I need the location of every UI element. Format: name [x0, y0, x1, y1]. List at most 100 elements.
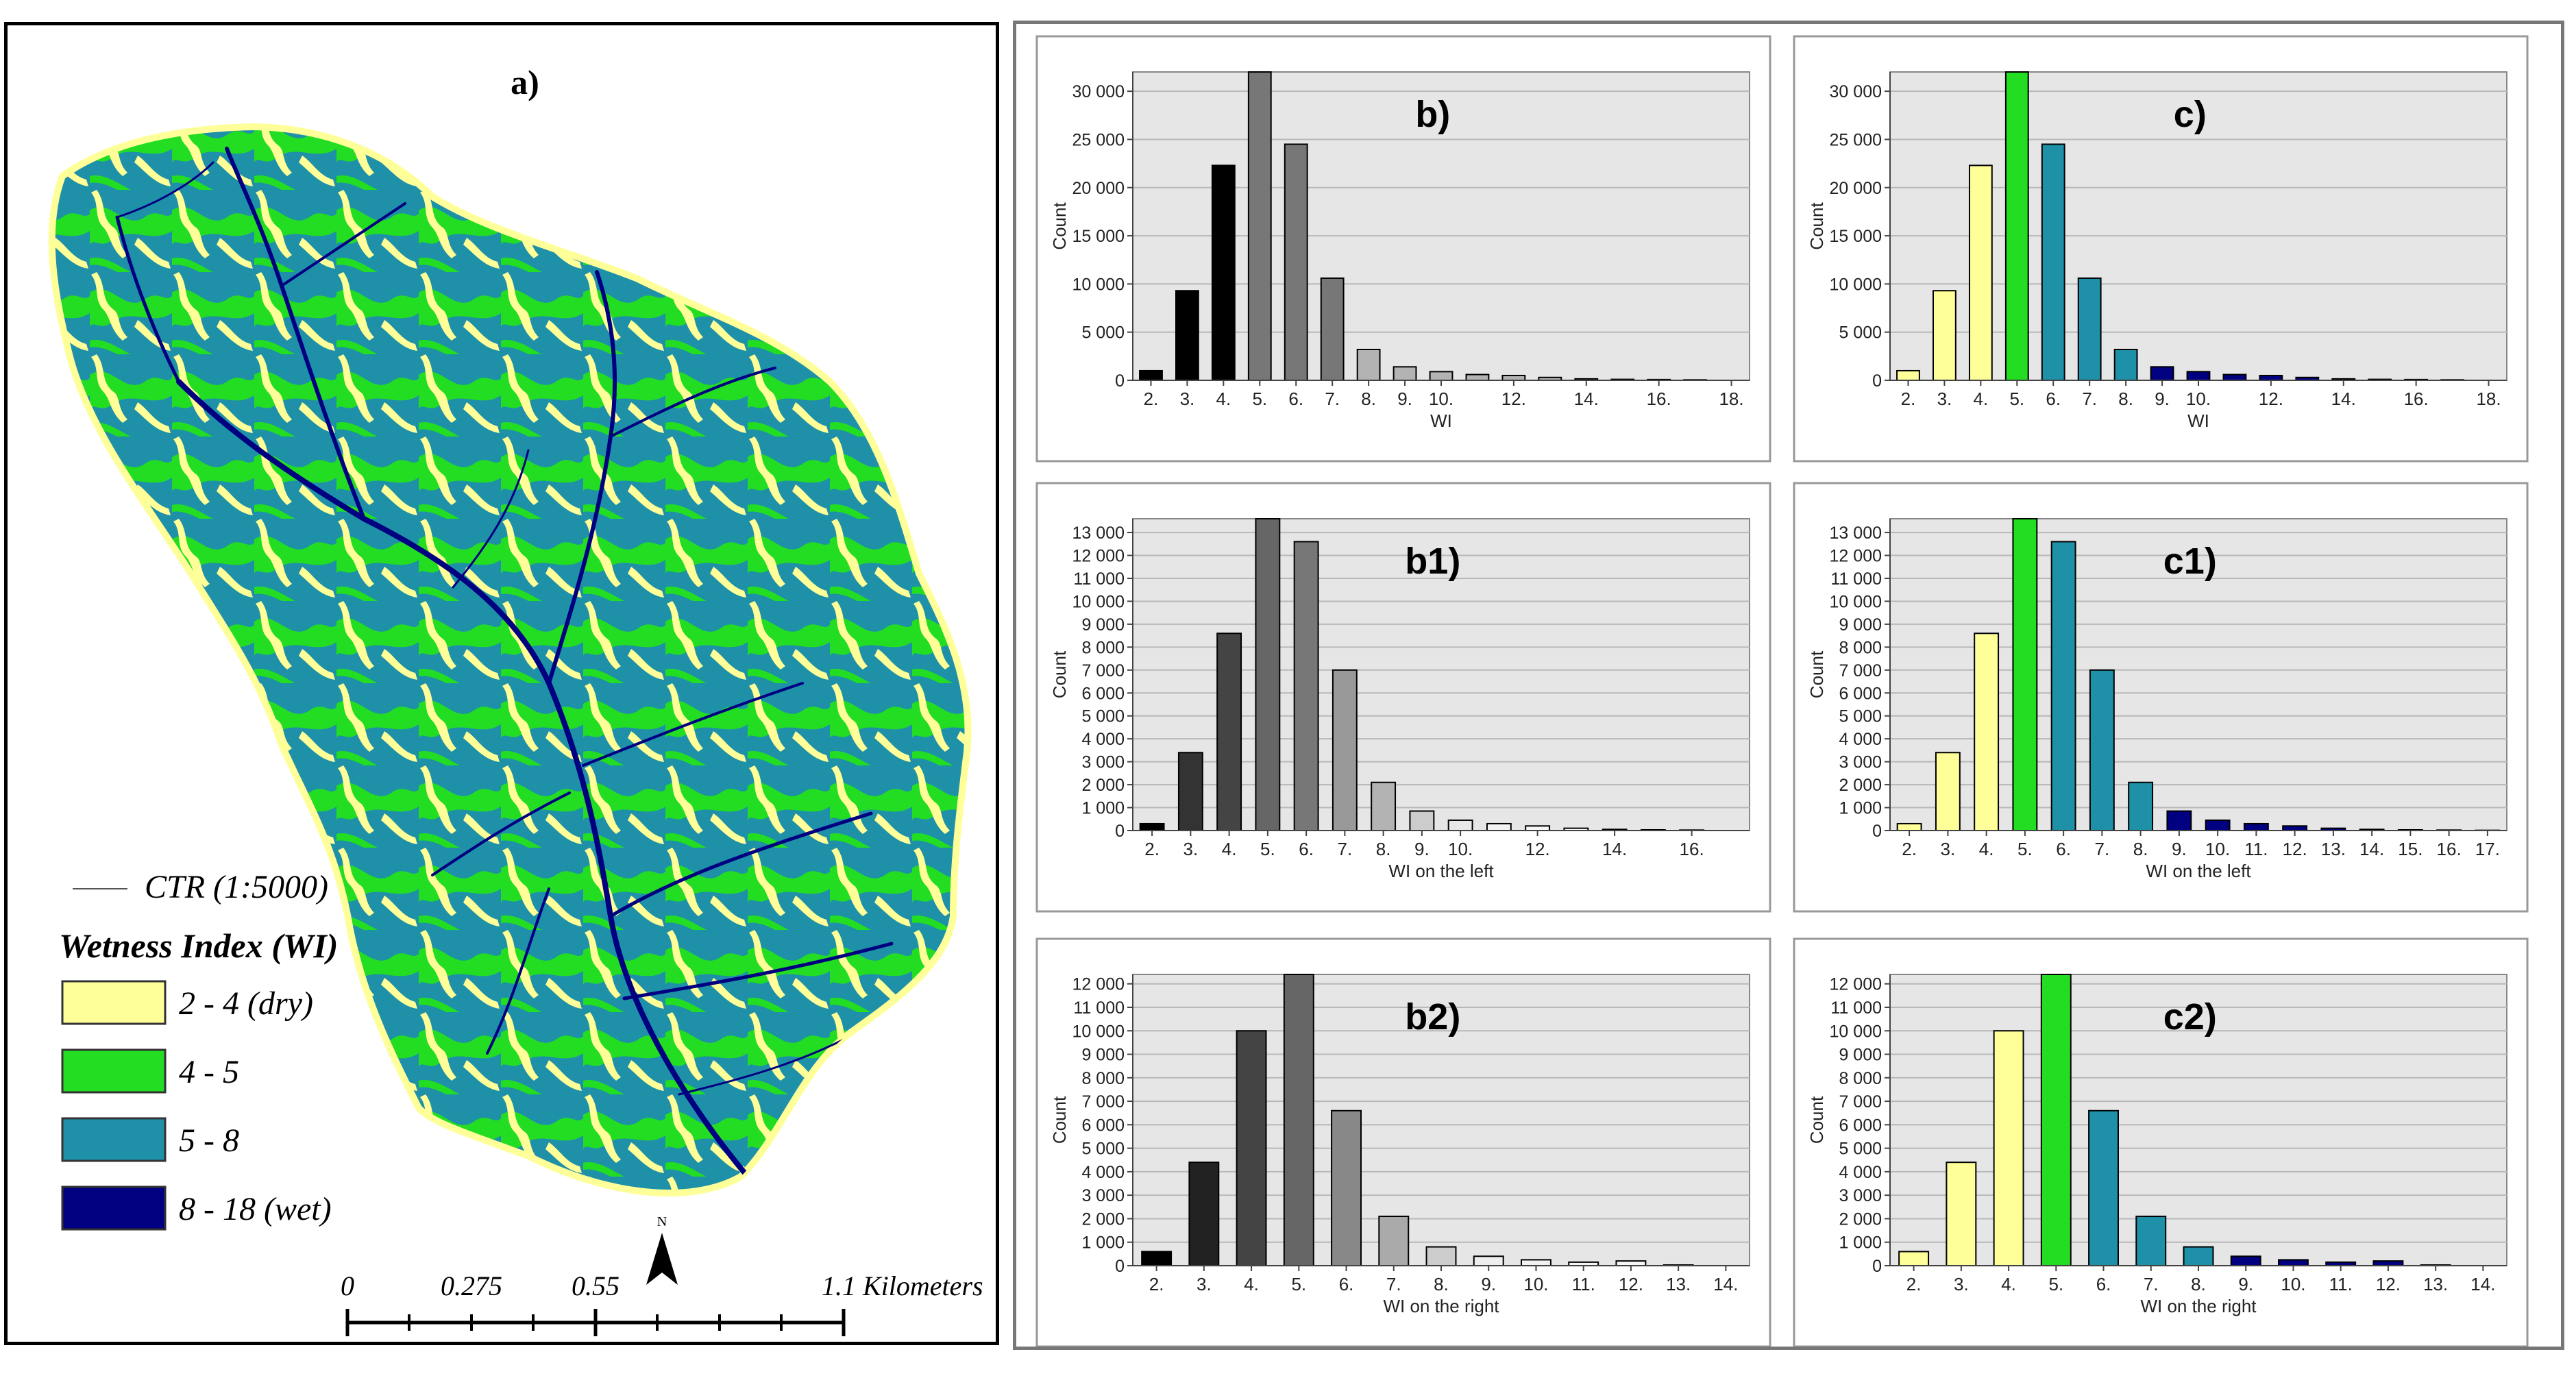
- bar-wi-5: [1247, 71, 1272, 381]
- north-arrow-icon: [646, 1233, 678, 1285]
- x-tick-label: 9.: [1414, 839, 1430, 859]
- bar-wi-12: [1615, 1260, 1647, 1266]
- y-tick-label: 8 000: [1839, 1069, 1882, 1088]
- x-tick-label: 3.: [1180, 389, 1195, 409]
- y-tick-label: 11 000: [1830, 569, 1882, 589]
- bar-wi-10: [2205, 819, 2231, 831]
- bar-wi-12: [2372, 1260, 2404, 1266]
- bar-wi-4: [1236, 1030, 1267, 1266]
- y-tick-label: 25 000: [1830, 130, 1882, 149]
- histograms-panel: 0 5 000 10 000 15 000 20 000 25 000 30 000 2. 3.…: [1013, 21, 2564, 1350]
- x-tick-label: 12.: [1619, 1274, 1643, 1294]
- y-tick-label: 6 000: [1839, 1116, 1882, 1135]
- x-tick-label: 12.: [2283, 839, 2307, 859]
- y-tick-label: 13 000: [1830, 524, 1882, 543]
- x-tick-label: 14.: [1713, 1274, 1738, 1294]
- panel-label: b1): [1405, 541, 1460, 582]
- x-tick-label: 13.: [2321, 839, 2346, 859]
- bar-wi-10: [1447, 819, 1473, 831]
- bar-wi-7: [2135, 1216, 2167, 1266]
- x-tick-label: 10.: [1448, 839, 1473, 859]
- bar-wi-8: [1425, 1246, 1457, 1267]
- x-tick-label: 2.: [1144, 839, 1160, 859]
- y-tick-label: 5 000: [1839, 1140, 1882, 1159]
- bar-wi-6: [1293, 541, 1319, 831]
- y-tick-label: 30 000: [1072, 82, 1125, 101]
- x-tick-label: 9.: [1397, 389, 1412, 409]
- histogram-b1: 0 1 000 2 000 3 000 4 000 5 000 6 000 7 000 8 00…: [1035, 482, 1771, 913]
- north-label: N: [657, 1214, 667, 1229]
- wi-legend: 2 - 4 (dry) 4 - 5 5 - 8 8 - 18 (wet): [61, 980, 332, 1231]
- y-tick-label: 0: [1872, 822, 1882, 841]
- histogram-b2: 0 1 000 2 000 3 000 4 000 5 000 6 000 7 000 8 00…: [1035, 937, 1771, 1348]
- bar-wi-3: [1933, 290, 1956, 381]
- y-tick-label: 9 000: [1081, 1046, 1125, 1065]
- x-tick-label: 4.: [1974, 389, 1989, 409]
- bar-wi-11: [1465, 373, 1490, 381]
- bar-wi-5: [1255, 518, 1281, 831]
- x-tick-label: 2.: [1901, 389, 1916, 409]
- panel-label: c2): [2163, 996, 2217, 1037]
- y-tick-label: 9 000: [1839, 615, 1882, 635]
- bar-wi-2: [1141, 1251, 1173, 1266]
- y-tick-label: 5 000: [1081, 707, 1125, 726]
- legend-title: Wetness Index (WI): [59, 926, 338, 965]
- x-tick-label: 4.: [1216, 389, 1231, 409]
- x-tick-label: 13.: [1666, 1274, 1691, 1294]
- y-tick-label: 5 000: [1839, 707, 1882, 726]
- x-tick-label: 8.: [2191, 1274, 2206, 1294]
- x-tick-label: 16.: [2404, 389, 2429, 409]
- y-axis-label: Count: [1806, 650, 1827, 698]
- bar-wi-9: [2230, 1255, 2261, 1266]
- bar-wi-8: [2113, 349, 2138, 381]
- bar-wi-6: [2050, 541, 2076, 831]
- x-tick-label: 2.: [1144, 389, 1159, 409]
- x-tick-label: 9.: [2155, 389, 2170, 409]
- x-tick-label: 14.: [2359, 839, 2384, 859]
- y-tick-label: 6 000: [1839, 684, 1882, 703]
- bar-wi-3: [1188, 1162, 1220, 1267]
- histogram-c1: 0 1 000 2 000 3 000 4 000 5 000 6 000 7 000 8 00…: [1793, 482, 2529, 913]
- y-tick-label: 30 000: [1830, 82, 1882, 101]
- bar-wi-2: [1898, 1251, 1930, 1266]
- bar-wi-7: [2077, 277, 2102, 381]
- bar-wi-3: [1946, 1162, 1977, 1267]
- x-tick-label: 16.: [1647, 389, 1671, 409]
- y-tick-label: 25 000: [1072, 130, 1125, 149]
- x-tick-label: 9.: [1481, 1274, 1496, 1294]
- legend-label-wet: 8 - 18 (wet): [179, 1191, 332, 1227]
- histogram-c2: 0 1 000 2 000 3 000 4 000 5 000 6 000 7 000 8 00…: [1793, 937, 2529, 1348]
- legend-swatch-wet: [61, 1185, 167, 1231]
- bar-wi-9: [2166, 810, 2192, 831]
- north-arrow: N: [646, 1214, 678, 1285]
- bar-wi-3: [1177, 752, 1203, 831]
- x-tick-label: 5.: [2048, 1274, 2063, 1294]
- y-tick-label: 15 000: [1072, 227, 1125, 246]
- y-tick-label: 15 000: [1830, 227, 1882, 246]
- x-tick-label: 7.: [1386, 1274, 1401, 1294]
- map-label: a): [511, 63, 539, 101]
- plot-area: [1889, 974, 2507, 1266]
- map-panel: a): [4, 22, 999, 1345]
- x-tick-label: 3.: [1937, 389, 1952, 409]
- y-axis-label: Count: [1806, 202, 1827, 250]
- x-tick-label: 6.: [1288, 389, 1303, 409]
- bar-wi-7: [1320, 277, 1345, 381]
- histograms-svg: 0 5 000 10 000 15 000 20 000 25 000 30 000 2. 3.…: [1035, 35, 2529, 1348]
- x-tick-label: 10.: [2186, 389, 2211, 409]
- bar-wi-11: [1486, 822, 1512, 832]
- bar-wi-10: [1429, 371, 1453, 381]
- y-tick-label: 11 000: [1073, 998, 1125, 1018]
- x-tick-label: 3.: [1197, 1274, 1212, 1294]
- bar-wi-2: [1896, 369, 1920, 381]
- bar-wi-12: [1501, 374, 1526, 381]
- x-tick-label: 8.: [1376, 839, 1391, 859]
- y-tick-label: 2 000: [1081, 1209, 1125, 1229]
- bar-wi-8: [1371, 781, 1397, 832]
- x-tick-label: 6.: [1299, 839, 1314, 859]
- bar-wi-4: [1974, 632, 2000, 831]
- x-tick-label: 10.: [2205, 839, 2230, 859]
- y-axis-label: Count: [1049, 1096, 1070, 1144]
- y-tick-label: 1 000: [1081, 799, 1125, 818]
- y-tick-label: 0: [1872, 371, 1882, 391]
